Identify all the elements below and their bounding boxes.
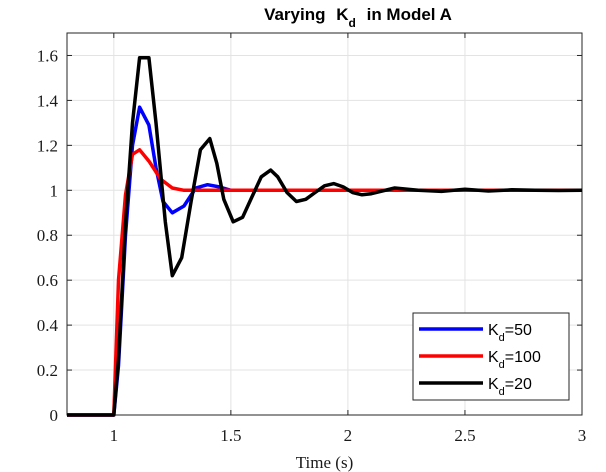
y-tick-label: 1 <box>50 181 59 200</box>
x-axis-label: Time (s) <box>296 453 353 472</box>
title-subscript: d <box>349 16 356 30</box>
x-tick-label: 3 <box>578 426 587 445</box>
plot-area <box>66 32 583 416</box>
x-tick-label: 1 <box>110 426 119 445</box>
y-tick-label: 0 <box>50 406 59 425</box>
series-lines <box>67 55 583 417</box>
title-prefix: Varying <box>264 5 325 24</box>
x-tick-label: 1.5 <box>220 426 241 445</box>
legend-entry-label: Kd=50 <box>488 322 532 344</box>
legend-entry-label: Kd=100 <box>488 349 541 371</box>
y-tick-label: 0.2 <box>37 361 58 380</box>
y-tick-label: 1.6 <box>37 46 58 65</box>
x-tick-label: 2 <box>344 426 353 445</box>
axis-ticks: 1 1.5 2 2.5 3 0 0.2 0.4 0.6 0.8 1 1.2 1.4 1.6 <box>37 33 587 445</box>
title-symbol: K <box>336 5 349 24</box>
y-tick-label: 1.4 <box>37 91 59 110</box>
y-tick-label: 1.2 <box>37 136 58 155</box>
y-tick-label: 0.4 <box>37 316 59 335</box>
legend-entry-label: Kd=20 <box>488 376 532 398</box>
series-line-kd-20 <box>67 55 583 417</box>
y-tick-label: 0.6 <box>37 271 58 290</box>
chart-title: Varying Kd in Model A <box>264 5 452 30</box>
y-tick-label: 0.8 <box>37 226 58 245</box>
legend: Kd=50 Kd=100 Kd=20 <box>412 312 570 401</box>
title-suffix: in Model A <box>367 5 452 24</box>
x-tick-label: 2.5 <box>454 426 475 445</box>
